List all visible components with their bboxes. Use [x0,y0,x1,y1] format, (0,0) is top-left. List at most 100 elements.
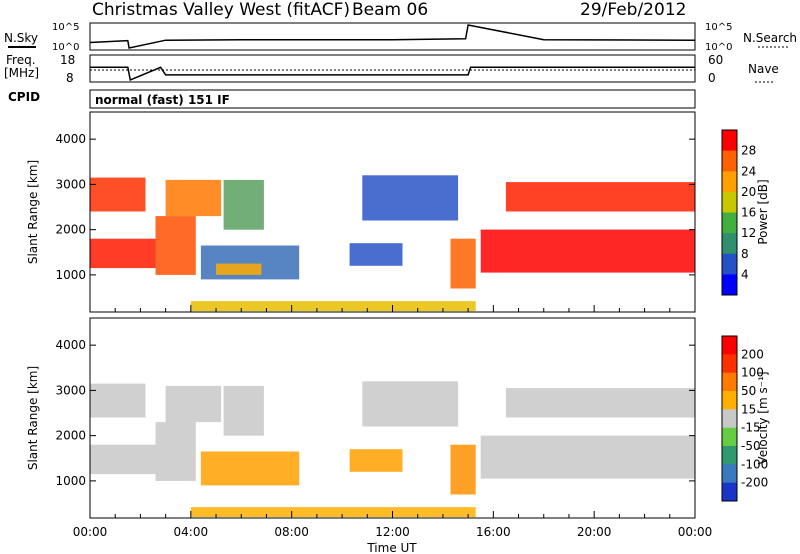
colorbar-frame [721,335,738,502]
colorbar-swatch-6 [722,446,737,465]
echo-region-10 [505,388,695,418]
colorbar-tick-label-5: 24 [741,164,756,178]
echo-region-4 [223,179,264,230]
y-tick-label-1: 2000 [55,429,86,443]
colorbar-swatch-3 [722,191,737,213]
cpid-text: normal (fast) 151 IF [95,93,230,107]
cpid-label: CPID [8,90,40,104]
echo-region-12 [190,301,476,312]
nave-tick-bottom: 0 [708,71,716,85]
nsearch-tick-bottom: 10^0 [705,42,732,53]
y-tick-label-2: 3000 [55,383,86,397]
nsky-series-line [89,24,696,49]
colorbar-tick-label-2: 12 [741,226,756,240]
echo-region-9 [480,435,695,479]
velocity-axes: 1000 2000 3000 4000 [55,338,696,518]
colorbar-tick-label-6: 28 [741,144,756,158]
nsearch-label: N.Search [743,31,797,45]
velocity-heatmap [90,381,695,518]
echo-region-11 [505,182,695,212]
x-tick-label-1: 04:00 [174,525,209,539]
colorbar-tick-label-3: 15 [741,402,756,416]
colorbar-tick-label-6: -100 [741,457,768,471]
power-colorbar: 4 8 12 16 20 24 28 [721,129,756,296]
echo-region-8 [450,444,476,495]
nsky-label: N.Sky [4,31,38,45]
colorbar-swatch-7 [722,274,737,296]
colorbar-tick-label-0: 4 [741,267,749,281]
nave-label: Nave [748,62,779,76]
cpid-panel-frame [89,89,696,109]
freq-tick-bottom: 8 [66,71,74,85]
y-tick-label-3: 4000 [55,338,86,352]
x-tick-label-2: 08:00 [274,525,309,539]
x-tick-label-3: 12:00 [375,525,410,539]
x-tick-label-5: 20:00 [577,525,612,539]
x-tick-label-6: 00:00 [678,525,713,539]
colorbar-swatch-7 [722,464,737,484]
nsky-tick-top: 10^5 [52,22,79,33]
echo-region-2 [155,216,196,275]
velocity-ylabel: Slant Range [km] [26,366,40,470]
colorbar-swatch-3 [722,391,737,410]
echo-region-0 [90,238,156,269]
colorbar-tick-label-4: 20 [741,185,756,199]
colorbar-tick-label-5: -50 [741,439,761,453]
colorbar-swatch-1 [722,150,737,172]
x-tick-label-4: 16:00 [476,525,511,539]
colorbar-tick-label-3: 16 [741,206,756,220]
nsky-tick-bottom: 10^0 [52,42,79,53]
y-tick-label-1: 2000 [55,223,86,237]
echo-region-5 [200,451,300,486]
nave-tick-top: 60 [708,53,723,67]
echo-region-1 [90,177,146,212]
colorbar-swatch-2 [722,171,737,193]
colorbar-frame [721,129,738,296]
time-axis-ticks: 00:00 04:00 08:00 12:00 16:00 20:00 00:00 [73,525,713,539]
power-ylabel: Slant Range [km] [26,160,40,264]
echo-region-6 [216,263,262,275]
velocity-colorbar-label: Velocity [m s⁻¹] [756,371,770,464]
echo-region-0 [90,444,156,475]
nsky-panel-frame [89,22,696,51]
echo-region-4 [223,385,264,436]
echo-region-7 [362,175,459,221]
colorbar-swatch-6 [722,253,737,275]
date-label: 29/Feb/2012 [580,0,686,20]
echo-region-1 [90,383,146,418]
colorbar-swatch-1 [722,354,737,374]
echo-region-10 [480,229,695,273]
y-tick-label-3: 4000 [55,132,86,146]
time-axis-label: Time UT [366,541,417,554]
colorbar-tick-label-7: -200 [741,476,768,490]
station-title: Christmas Valley West (fitACF) [92,0,350,20]
velocity-colorbar: 200 100 50 15 -15 -50 -100 -200 [721,335,768,502]
echo-region-6 [362,381,459,427]
colorbar-swatch-5 [722,233,737,255]
freq-panel-frame [89,54,696,83]
freq-series-line [90,66,695,82]
y-tick-label-0: 1000 [55,474,86,488]
colorbar-swatch-0 [722,336,737,355]
echo-region-7 [349,449,403,472]
freq-label-2: [MHz] [4,66,39,80]
colorbar-tick-label-1: 100 [741,366,764,380]
freq-tick-top: 18 [60,53,75,67]
nsearch-tick-top: 10^5 [705,22,732,33]
echo-region-9 [450,238,476,289]
echo-region-3 [165,179,222,217]
echo-region-2 [155,422,196,481]
echo-region-8 [349,243,403,266]
x-tick-label-0: 00:00 [73,525,108,539]
colorbar-tick-label-1: 8 [741,247,749,261]
colorbar-tick-label-2: 50 [741,384,756,398]
colorbar-tick-label-0: 200 [741,347,764,361]
power-heatmap [90,175,695,312]
power-axes: 1000 2000 3000 4000 [55,132,696,312]
y-tick-label-0: 1000 [55,268,86,282]
y-tick-label-2: 3000 [55,177,86,191]
colorbar-swatch-8 [722,482,737,502]
colorbar-swatch-2 [722,372,737,392]
power-colorbar-label: Power [dB] [756,179,770,244]
